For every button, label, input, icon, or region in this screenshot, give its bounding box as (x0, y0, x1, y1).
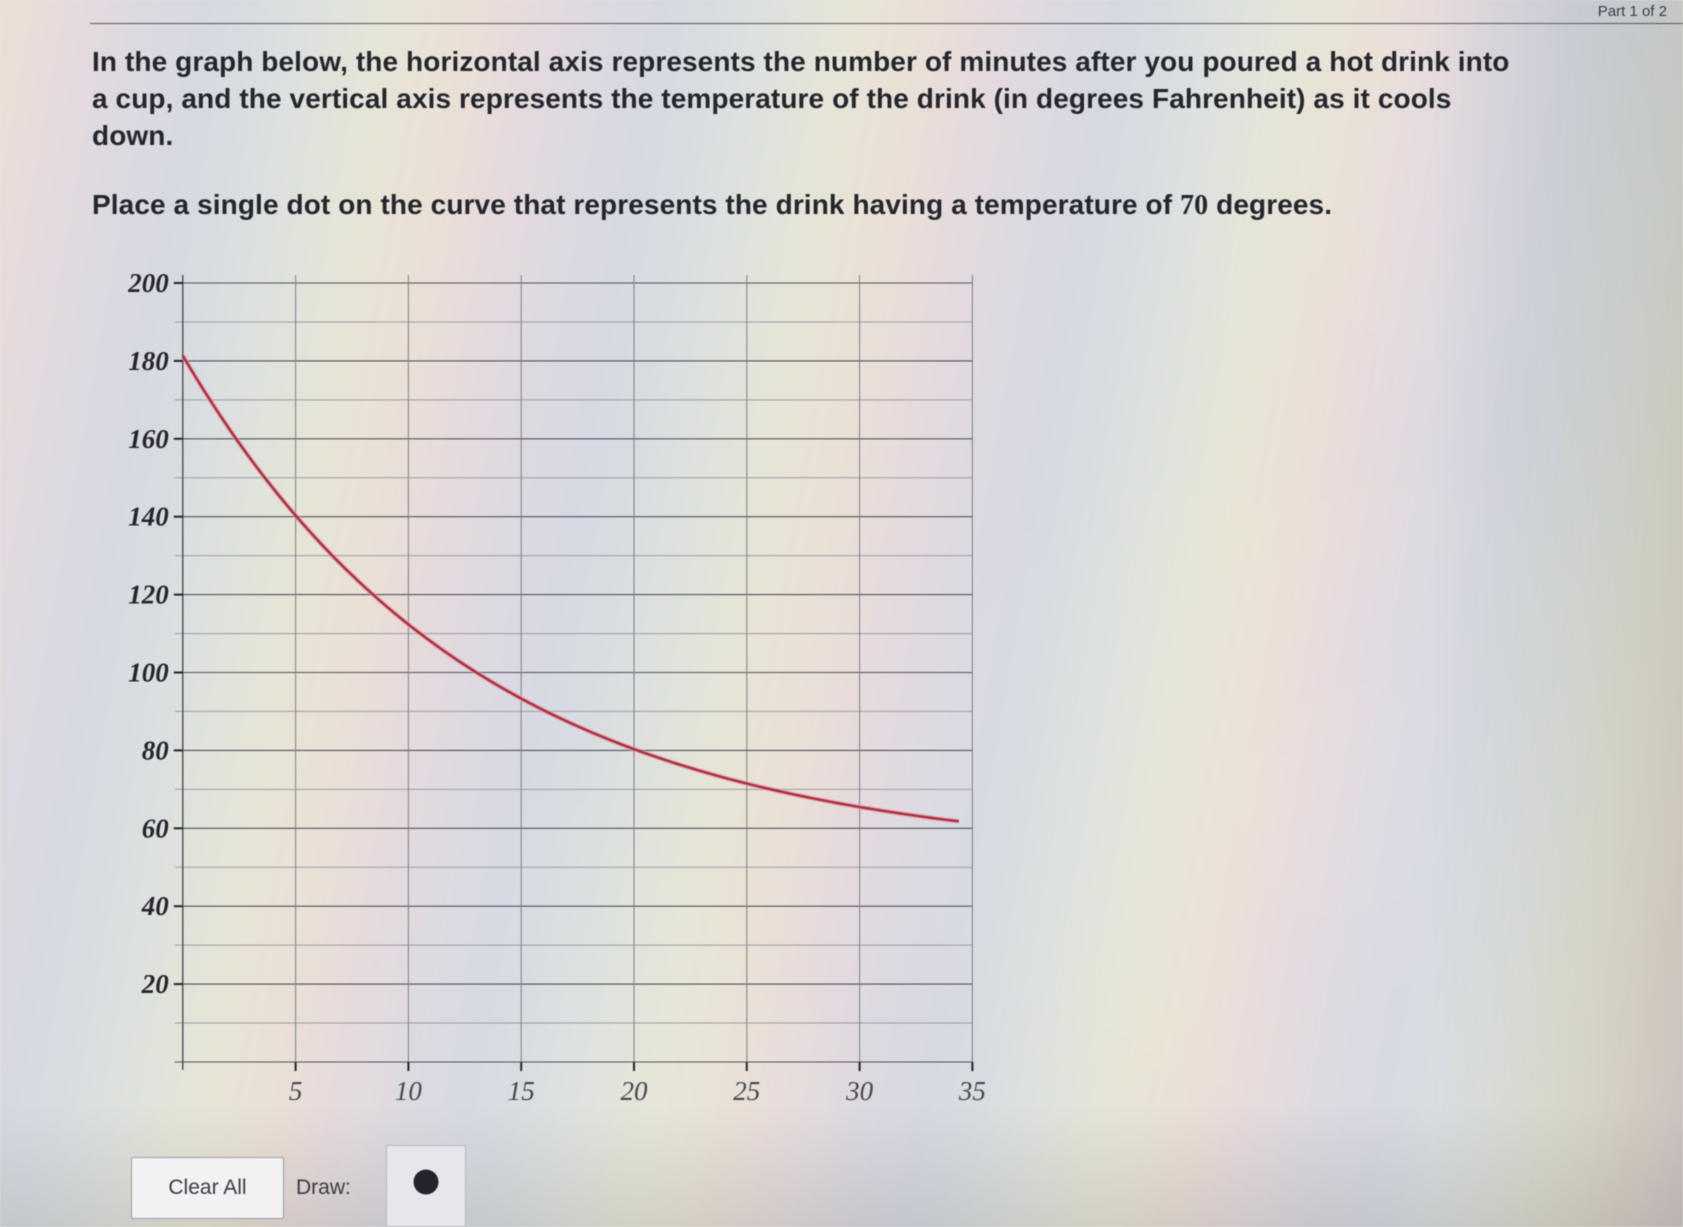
svg-text:25: 25 (733, 1076, 760, 1106)
svg-text:5: 5 (289, 1076, 303, 1106)
svg-text:35: 35 (958, 1076, 986, 1106)
svg-text:120: 120 (128, 580, 169, 610)
svg-text:40: 40 (141, 891, 170, 921)
svg-text:20: 20 (141, 969, 170, 999)
svg-text:100: 100 (128, 658, 169, 688)
svg-text:160: 160 (128, 424, 169, 454)
svg-text:15: 15 (508, 1076, 535, 1106)
svg-text:200: 200 (127, 268, 169, 298)
svg-text:30: 30 (845, 1076, 874, 1106)
svg-text:10: 10 (395, 1076, 423, 1106)
svg-text:20: 20 (621, 1076, 649, 1106)
svg-text:80: 80 (142, 735, 170, 765)
svg-text:140: 140 (128, 502, 169, 532)
svg-text:180: 180 (128, 346, 169, 376)
svg-text:60: 60 (142, 813, 170, 843)
